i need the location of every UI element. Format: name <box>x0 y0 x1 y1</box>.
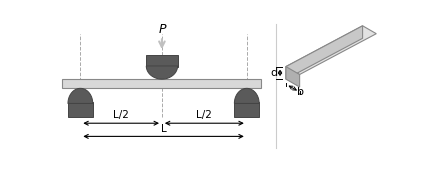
Polygon shape <box>286 67 300 87</box>
Bar <box>68 102 93 117</box>
Polygon shape <box>286 26 362 79</box>
Text: L/2: L/2 <box>197 110 212 120</box>
Bar <box>234 102 259 117</box>
Bar <box>146 55 178 67</box>
Text: L: L <box>161 124 166 134</box>
Polygon shape <box>234 88 259 103</box>
Polygon shape <box>286 26 376 75</box>
Text: b: b <box>297 87 304 97</box>
Text: L/2: L/2 <box>113 110 129 120</box>
Text: d: d <box>270 68 277 77</box>
Bar <box>62 79 261 88</box>
Text: P: P <box>158 23 166 36</box>
Polygon shape <box>68 88 93 103</box>
Polygon shape <box>146 66 178 79</box>
